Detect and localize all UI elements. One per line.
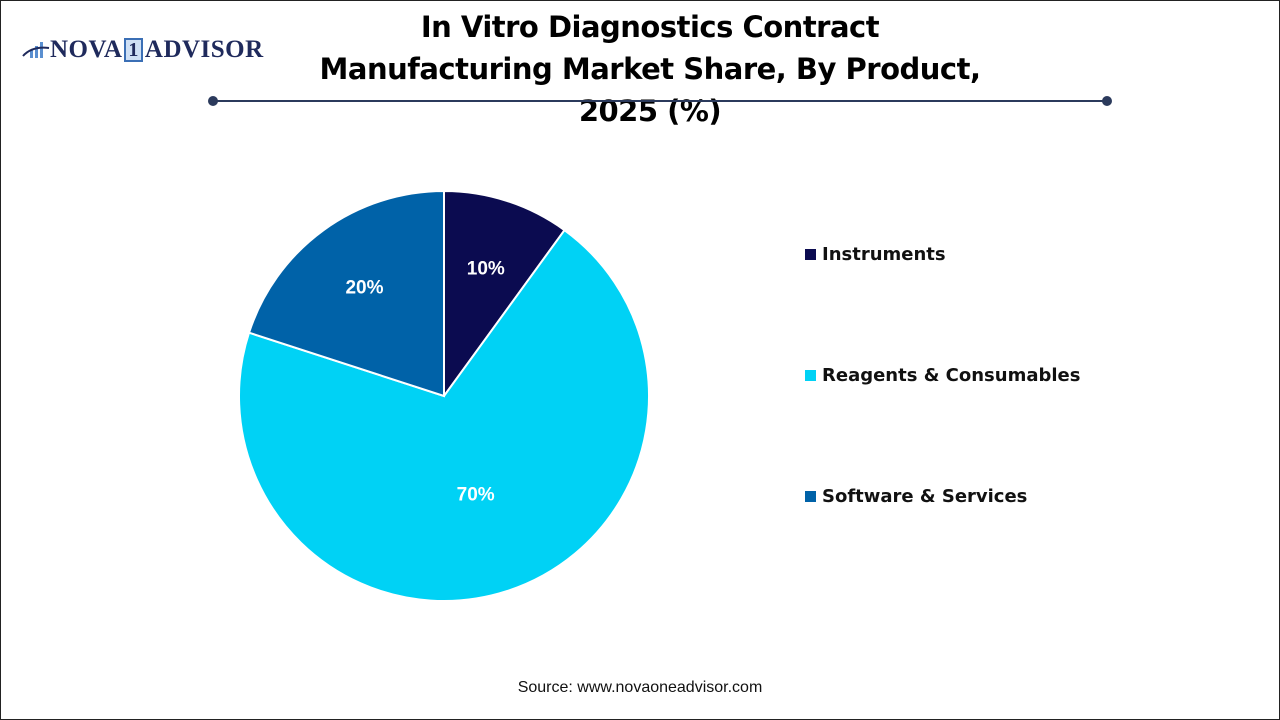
data-label: 20%	[345, 278, 383, 299]
legend-swatch	[805, 249, 816, 260]
pie-slice-software-services	[247, 189, 445, 398]
legend-item: Reagents & Consumables	[805, 365, 1080, 386]
pie-slice-reagents-consumables	[238, 228, 650, 602]
logo: NOVA 1 ADVISOR	[22, 36, 264, 64]
divider-right-dot	[1102, 96, 1112, 106]
legend-swatch	[805, 370, 816, 381]
logo-text-right: ADVISOR	[144, 36, 264, 63]
divider-left-dot	[208, 96, 218, 106]
legend-swatch	[805, 491, 816, 502]
legend-item: Instruments	[805, 244, 946, 265]
chart-title: In Vitro Diagnostics Contract Manufactur…	[319, 10, 981, 128]
legend-label: Instruments	[822, 244, 946, 265]
pie-slice-instruments	[443, 189, 566, 400]
legend-label: Software & Services	[822, 486, 1028, 507]
legend-item: Software & Services	[805, 486, 1027, 507]
logo-text-mid: 1	[124, 38, 143, 62]
title-divider	[213, 100, 1107, 102]
source-note: Source: www.novaoneadvisor.com	[517, 679, 763, 696]
legend-label: Reagents & Consumables	[822, 365, 1081, 386]
logo-text-left: NOVA	[50, 36, 123, 63]
data-label: 70%	[457, 484, 495, 505]
logo-bars-icon	[22, 42, 50, 58]
data-label: 10%	[467, 258, 505, 279]
